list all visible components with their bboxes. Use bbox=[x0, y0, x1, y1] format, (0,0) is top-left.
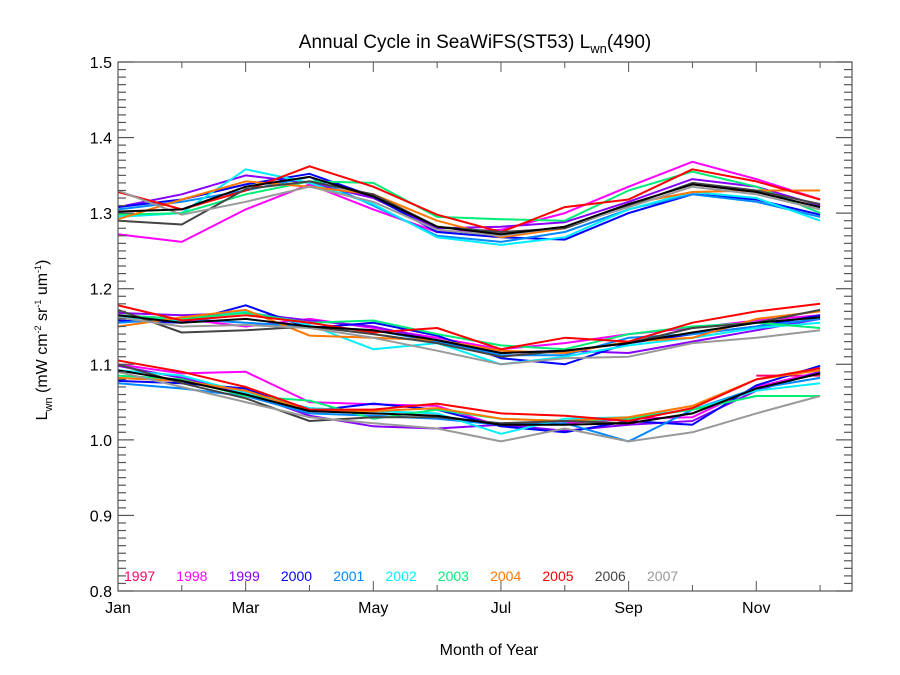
x-tick-label: Jul bbox=[491, 600, 511, 617]
legend-item-2007: 2007 bbox=[647, 568, 678, 584]
legend-item-2000: 2000 bbox=[281, 568, 312, 584]
x-tick-label: May bbox=[358, 600, 388, 617]
y-axis-label: Lwn (mW cm-2 sr-1 um-1) bbox=[33, 260, 55, 421]
y-tick-label: 1.5 bbox=[90, 55, 112, 72]
legend-item-1997: 1997 bbox=[124, 568, 155, 584]
series-line-2007-lower bbox=[117, 370, 821, 443]
legend-item-2004: 2004 bbox=[490, 568, 521, 584]
series-line-2006-upper bbox=[117, 180, 821, 233]
series-line-2004-lower bbox=[117, 369, 821, 422]
x-tick-label: Mar bbox=[232, 600, 260, 617]
series-line-mean-lower bbox=[117, 369, 821, 426]
series-line-2007-middle bbox=[117, 316, 821, 366]
series-line-2006-middle bbox=[117, 308, 821, 358]
series-line-1999-upper bbox=[117, 174, 821, 230]
axes: 0.8 0.9 1.0 1.1 1.2 1.3 1.4 1.5 Jan Mar May Jul Sep N… bbox=[90, 55, 853, 617]
legend-item-2006: 2006 bbox=[595, 568, 626, 584]
x-tick-label: Nov bbox=[742, 600, 770, 617]
series-line-1998-lower bbox=[117, 363, 821, 428]
series-line-2005-upper bbox=[117, 165, 821, 233]
series-line-mean-middle bbox=[117, 314, 821, 354]
y-tick-label: 1.1 bbox=[90, 357, 112, 374]
series-line-2004-middle bbox=[117, 308, 821, 354]
series-line-2005-middle bbox=[117, 302, 821, 351]
y-tick-label: 1.4 bbox=[90, 131, 112, 148]
series-line-2003-upper bbox=[117, 170, 821, 222]
series-line-2007-upper bbox=[117, 185, 821, 237]
series-line-2005-lower bbox=[117, 359, 821, 422]
chart-title: Annual Cycle in SeaWiFS(ST53) Lwn(490) bbox=[299, 32, 651, 56]
series-line-mean-upper bbox=[117, 175, 821, 236]
legend-item-1999: 1999 bbox=[229, 568, 260, 584]
plot-frame bbox=[117, 61, 853, 592]
legend-item-2001: 2001 bbox=[333, 568, 364, 584]
legend: 1997 1998 1999 2000 2001 2002 2003 2004 2005 2006… bbox=[124, 568, 678, 584]
series-line-2002-lower bbox=[117, 369, 821, 435]
plot-lines bbox=[117, 160, 821, 443]
legend-item-1998: 1998 bbox=[176, 568, 207, 584]
series-line-2001-middle bbox=[117, 317, 821, 357]
legend-item-2005: 2005 bbox=[542, 568, 573, 584]
y-tick-label: 1.3 bbox=[90, 206, 112, 223]
x-tick-label: Jan bbox=[105, 600, 131, 617]
y-tick-label: 0.8 bbox=[90, 584, 112, 601]
series-line-2001-upper bbox=[117, 175, 821, 243]
y-tick-label: 0.9 bbox=[90, 508, 112, 525]
series-line-2002-upper bbox=[117, 168, 821, 246]
series-line-2000-lower bbox=[117, 364, 821, 434]
y-tick-label: 1.2 bbox=[90, 282, 112, 299]
y-tick-label: 1.0 bbox=[90, 433, 112, 450]
x-tick-label: Sep bbox=[614, 600, 643, 617]
series-line-2003-middle bbox=[117, 311, 821, 351]
legend-item-2003: 2003 bbox=[438, 568, 469, 584]
x-axis-label: Month of Year bbox=[440, 642, 539, 659]
legend-item-2002: 2002 bbox=[386, 568, 417, 584]
